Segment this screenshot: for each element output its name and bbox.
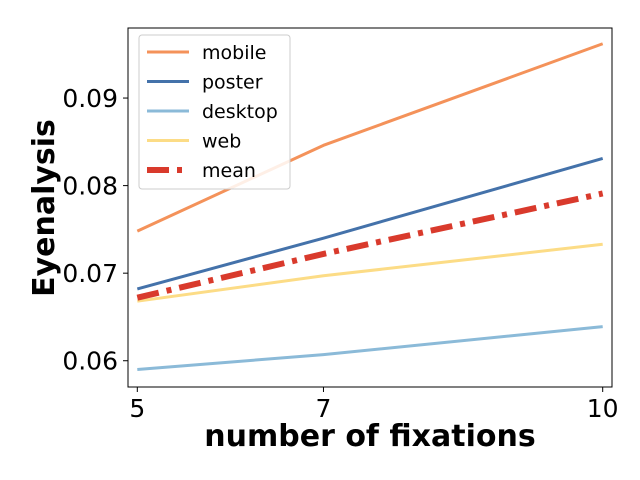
legend-label-poster: poster [202,72,263,94]
legend-box [138,34,291,190]
plot-area-frame [127,27,613,388]
series-line-desktop [137,325,603,371]
x-tick-label: 7 [316,394,332,423]
legend: mobile poster desktop web mean [138,34,291,190]
x-axis-label: number of fixations [204,419,535,454]
legend-label-mobile: mobile [202,42,266,64]
legend-label-desktop: desktop [202,101,278,123]
legend-label-web: web [202,131,241,153]
legend-label-mean: mean [202,160,256,182]
series-line-poster [136,157,604,291]
y-tick-label: 0.06 [62,347,118,376]
y-tick-label: 0.09 [62,84,118,113]
series-line-web [137,242,603,303]
x-tick-label: 5 [129,394,145,423]
y-tick-label: 0.07 [62,259,118,288]
x-axis-ticks: 5 7 10 [129,387,619,423]
y-axis-ticks: 0.06 0.07 0.08 0.09 [62,84,128,376]
series-line-mean [136,190,604,301]
series-line-mobile [136,42,604,233]
y-axis-label: Eyenalysis [27,119,62,297]
series-lines [136,42,604,371]
y-tick-label: 0.08 [62,172,118,201]
x-tick-label: 10 [587,394,619,423]
